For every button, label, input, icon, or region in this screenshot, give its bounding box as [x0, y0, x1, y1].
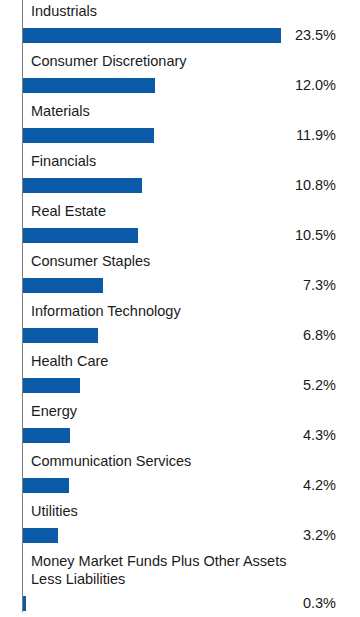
bar [23, 278, 103, 293]
data-label: 6.8% [303, 326, 336, 344]
bar-track: 10.8% [0, 178, 360, 193]
bar-row: Communication Services 4.2% [0, 452, 360, 493]
category-label: Energy [0, 402, 321, 420]
bar [23, 478, 69, 493]
data-label: 10.8% [295, 176, 336, 194]
bar-track: 3.2% [0, 528, 360, 543]
bar [23, 228, 138, 243]
bar [23, 178, 142, 193]
category-label: Industrials [0, 2, 321, 20]
bar-track: 4.2% [0, 478, 360, 493]
category-label: Consumer Staples [0, 252, 321, 270]
bar-track: 6.8% [0, 328, 360, 343]
data-label: 10.5% [295, 226, 336, 244]
bar [23, 28, 281, 43]
bar-track: 12.0% [0, 78, 360, 93]
category-label: Materials [0, 102, 321, 120]
category-label: Communication Services [0, 452, 321, 470]
bar [23, 378, 80, 393]
bar [23, 428, 70, 443]
bar [23, 128, 154, 143]
data-label: 4.2% [303, 476, 336, 494]
bar-track: 0.3% [0, 596, 360, 611]
data-label: 11.9% [296, 126, 336, 144]
data-label: 12.0% [295, 76, 336, 94]
bar-row: Money Market Funds Plus Other Assets Les… [0, 552, 360, 611]
bar [23, 78, 155, 93]
bar [23, 328, 98, 343]
data-label: 5.2% [303, 376, 336, 394]
category-label: Financials [0, 152, 321, 170]
data-label: 7.3% [303, 276, 336, 294]
bar-track: 4.3% [0, 428, 360, 443]
bar-track: 11.9% [0, 128, 360, 143]
bar-row: Information Technology 6.8% [0, 302, 360, 343]
category-label: Health Care [0, 352, 321, 370]
category-label: Money Market Funds Plus Other Assets Les… [0, 552, 321, 588]
category-label: Real Estate [0, 202, 321, 220]
bar-row: Materials 11.9% [0, 102, 360, 143]
category-label: Consumer Discretionary [0, 52, 321, 70]
bar-track: 10.5% [0, 228, 360, 243]
bar-row: Energy 4.3% [0, 402, 360, 443]
bar-row: Industrials 23.5% [0, 2, 360, 43]
bar [23, 596, 26, 611]
category-label: Information Technology [0, 302, 321, 320]
plot: Industrials 23.5% Consumer Discretionary 12… [0, 2, 360, 617]
data-label: 23.5% [295, 26, 336, 44]
bar [23, 528, 58, 543]
data-label: 0.3% [303, 594, 336, 612]
bar-track: 7.3% [0, 278, 360, 293]
bar-row: Consumer Staples 7.3% [0, 252, 360, 293]
data-label: 4.3% [303, 426, 336, 444]
category-label: Utilities [0, 502, 321, 520]
bar-row: Consumer Discretionary 12.0% [0, 52, 360, 93]
bar-row: Real Estate 10.5% [0, 202, 360, 243]
bar-row: Utilities 3.2% [0, 502, 360, 543]
bar-row: Financials 10.8% [0, 152, 360, 193]
chart: Industrials 23.5% Consumer Discretionary 12… [0, 0, 360, 617]
bar-row: Health Care 5.2% [0, 352, 360, 393]
bar-track: 5.2% [0, 378, 360, 393]
bar-track: 23.5% [0, 28, 360, 43]
data-label: 3.2% [303, 526, 336, 544]
